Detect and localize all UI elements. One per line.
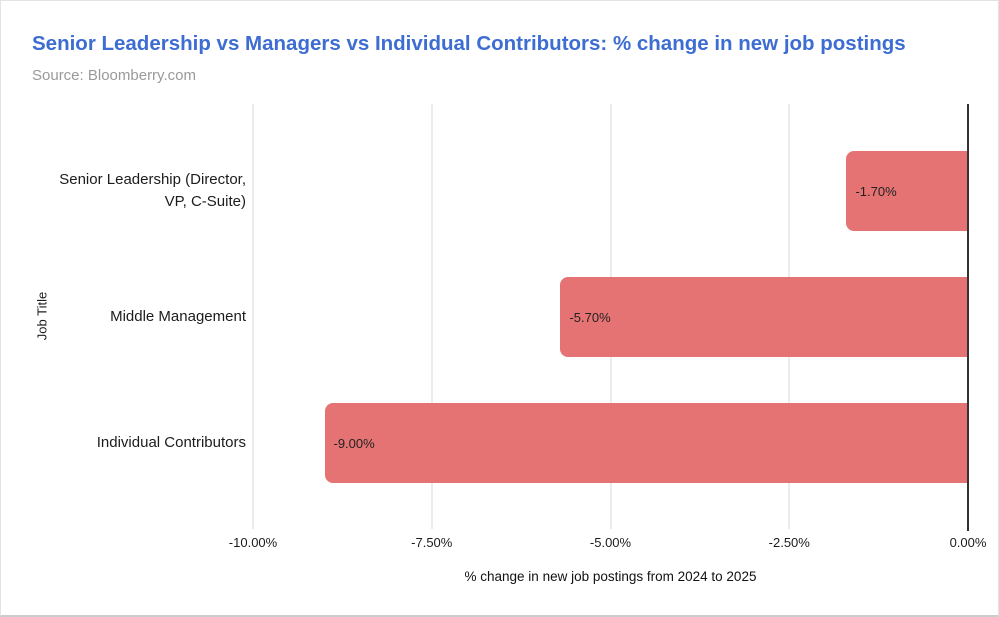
zero-axis-line: [967, 104, 969, 531]
bar[interactable]: -1.70%: [846, 151, 968, 231]
bar[interactable]: -9.00%: [324, 403, 968, 483]
plot-area: -1.70% -5.70% -9.00%: [252, 104, 969, 531]
bar-value-label: -5.70%: [569, 309, 611, 325]
bar-row: -1.70%: [253, 151, 968, 231]
bar-row: -9.00%: [253, 403, 968, 483]
gridline: [252, 104, 254, 529]
bar-value-label: -1.70%: [855, 183, 897, 199]
x-axis-tick-labels: -10.00% -7.50% -5.00% -2.50% 0.00%: [229, 535, 987, 553]
x-axis-title: % change in new job postings from 2024 t…: [464, 569, 757, 584]
category-label: Senior Leadership (Director, VP, C-Suite…: [59, 170, 246, 211]
category-label: Individual Contributors: [96, 433, 246, 451]
x-tick-label: -5.00%: [589, 535, 632, 550]
bar[interactable]: -5.70%: [560, 277, 968, 357]
x-tick-label: -10.00%: [228, 535, 278, 550]
gridline: [431, 104, 433, 529]
x-tick-label: -7.50%: [411, 535, 453, 550]
chart-source: Source: Bloomberry.com: [32, 67, 196, 84]
bar-value-label: -9.00%: [333, 435, 375, 451]
x-tick-label: -2.50%: [768, 535, 810, 550]
bar-row: -5.70%: [253, 277, 968, 357]
category-labels: Senior Leadership (Director, VP, C-Suite…: [37, 104, 246, 529]
category-label: Middle Management: [110, 307, 246, 325]
x-tick-label: 0.00%: [949, 535, 987, 550]
chart-title: Senior Leadership vs Managers vs Individ…: [32, 32, 906, 55]
